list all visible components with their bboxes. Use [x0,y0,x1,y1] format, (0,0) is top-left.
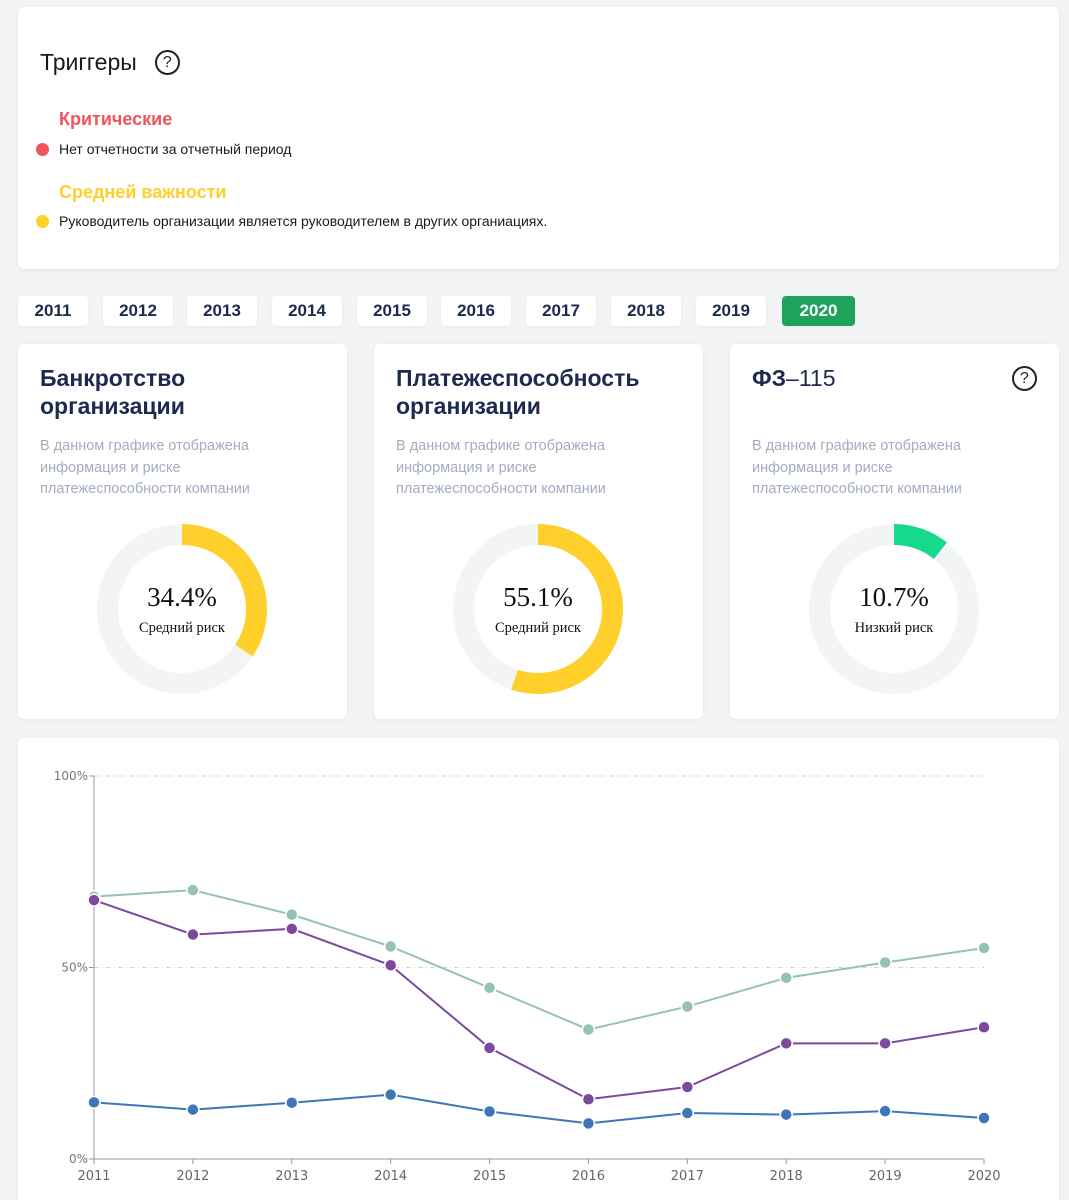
history-chart-card: 0% 50% 100% 2011 2012 2013 2014 2015 2016 2017 201… [18,738,1059,1200]
card-title: Банкротство организации [40,365,186,419]
year-tab-2011[interactable]: 2011 [18,296,88,326]
yellow-dot-icon [36,214,49,228]
y-tick-label: 50% [61,961,88,975]
year-tab-2016[interactable]: 2016 [441,296,511,326]
critical-label: Критические [59,109,173,129]
series-2-point[interactable] [680,1080,695,1094]
series-1-point[interactable] [186,883,200,897]
year-tab-2019[interactable]: 2019 [696,296,766,326]
donut-chart: 55.1% Средний риск [453,524,623,694]
series-3-point[interactable] [383,1087,398,1102]
series-2-point[interactable] [285,922,299,936]
gauge-percent: 55.1% [503,582,573,612]
series-2-point[interactable] [87,893,101,907]
year-tab-2014[interactable]: 2014 [272,296,342,326]
series-1-point[interactable] [482,981,497,995]
triggers-title: Триггеры ? [40,49,180,76]
card-title-prefix: ФЗ [752,365,787,391]
donut-chart: 10.7% Низкий риск [809,524,979,694]
card-title: ФЗ–115 [752,364,1042,392]
series-2-point[interactable] [581,1092,596,1107]
card-title: Платежеспособность организации [396,365,640,419]
series-2-point[interactable] [383,958,398,972]
card-description: В данном графике отображена информация и… [752,438,962,497]
year-tab-2017[interactable]: 2017 [526,296,596,326]
series-3-point[interactable] [878,1104,892,1118]
line-chart: 0% 50% 100% 2011 2012 2013 2014 2015 2016 2017 201… [54,769,1001,1184]
series-1-point[interactable] [581,1022,596,1037]
card-description: В данном графике отображена информация и… [396,438,606,497]
year-tab-2013[interactable]: 2013 [187,296,257,326]
triggers-card: Триггеры ? Критические Нет отчетности за… [18,7,1059,269]
series-3-point[interactable] [779,1107,793,1122]
series-3-point[interactable] [581,1116,596,1131]
year-tab-2015[interactable]: 2015 [357,296,427,326]
series-1-point[interactable] [977,941,991,955]
series-line-2 [93,899,985,1101]
series-3-point[interactable] [680,1106,695,1120]
gauge-risk-label: Низкий риск [854,620,934,636]
gauge-risk-label: Средний риск [139,620,225,636]
gauge-risk-label: Средний риск [495,620,581,636]
red-dot-icon [36,142,49,156]
y-tick-label: 100% [54,769,88,783]
card-description: В данном графике отображена информация и… [40,438,250,497]
x-tick-label: 2013 [275,1169,308,1184]
x-tick-label: 2012 [176,1169,209,1184]
medium-label: Средней важности [59,182,227,202]
series-2-point[interactable] [482,1041,497,1055]
y-tick-label: 0% [69,1152,88,1166]
x-tick-label: 2011 [77,1169,110,1184]
fz115-card: ФЗ–115 ? В данном графике отображена инф… [730,344,1059,719]
x-tick-label: 2014 [374,1169,407,1184]
donut-arc [893,524,947,560]
donut-svg [453,524,623,694]
series-1-point[interactable] [383,939,398,954]
help-icon[interactable]: ? [1012,366,1037,391]
series-line-1 [93,889,985,1031]
series-2-point[interactable] [779,1036,793,1051]
series-1-point[interactable] [680,999,695,1014]
donut-arc [511,524,623,694]
gauge-percent: 34.4% [147,582,217,612]
donut-chart: 34.4% Средний риск [97,524,267,694]
series-3-point[interactable] [977,1111,991,1125]
x-tick-label: 2018 [770,1169,803,1184]
trigger-item-text: Руководитель организации является руково… [59,213,548,229]
series-3-point[interactable] [482,1104,497,1119]
gauge-percent: 10.7% [859,582,929,612]
series-1-point[interactable] [285,907,299,922]
x-tick-label: 2020 [967,1169,1000,1184]
x-tick-label: 2019 [869,1169,902,1184]
card-title-suffix: –115 [786,365,836,391]
series-1-point[interactable] [878,955,892,970]
trigger-item-medium: Руководитель организации является руково… [36,213,547,229]
series-line-3 [93,1093,985,1125]
help-icon[interactable]: ? [154,50,180,75]
series-3-point[interactable] [87,1095,101,1110]
trigger-item-critical: Нет отчетности за отчетный период [36,141,291,157]
year-tab-2020[interactable]: 2020 [782,296,855,326]
x-tick-label: 2015 [473,1169,506,1184]
year-tab-2018[interactable]: 2018 [611,296,681,326]
series-2-point[interactable] [878,1036,892,1051]
series-2-point[interactable] [186,927,200,942]
series-3-point[interactable] [186,1102,200,1117]
x-tick-label: 2016 [572,1169,605,1184]
solvency-card: Платежеспособность организации В данном … [374,344,703,719]
series-1-point[interactable] [779,971,793,985]
x-tick-label: 2017 [671,1169,704,1184]
bankruptcy-card: Банкротство организации В данном графике… [18,344,347,719]
triggers-title-text: Триггеры [40,49,137,75]
series-2-point[interactable] [977,1020,991,1034]
donut-svg [809,524,979,694]
trigger-item-text: Нет отчетности за отчетный период [59,141,292,157]
donut-arc [181,524,267,657]
donut-svg [97,524,267,694]
year-tab-2012[interactable]: 2012 [103,296,173,326]
series-3-point[interactable] [285,1095,299,1110]
